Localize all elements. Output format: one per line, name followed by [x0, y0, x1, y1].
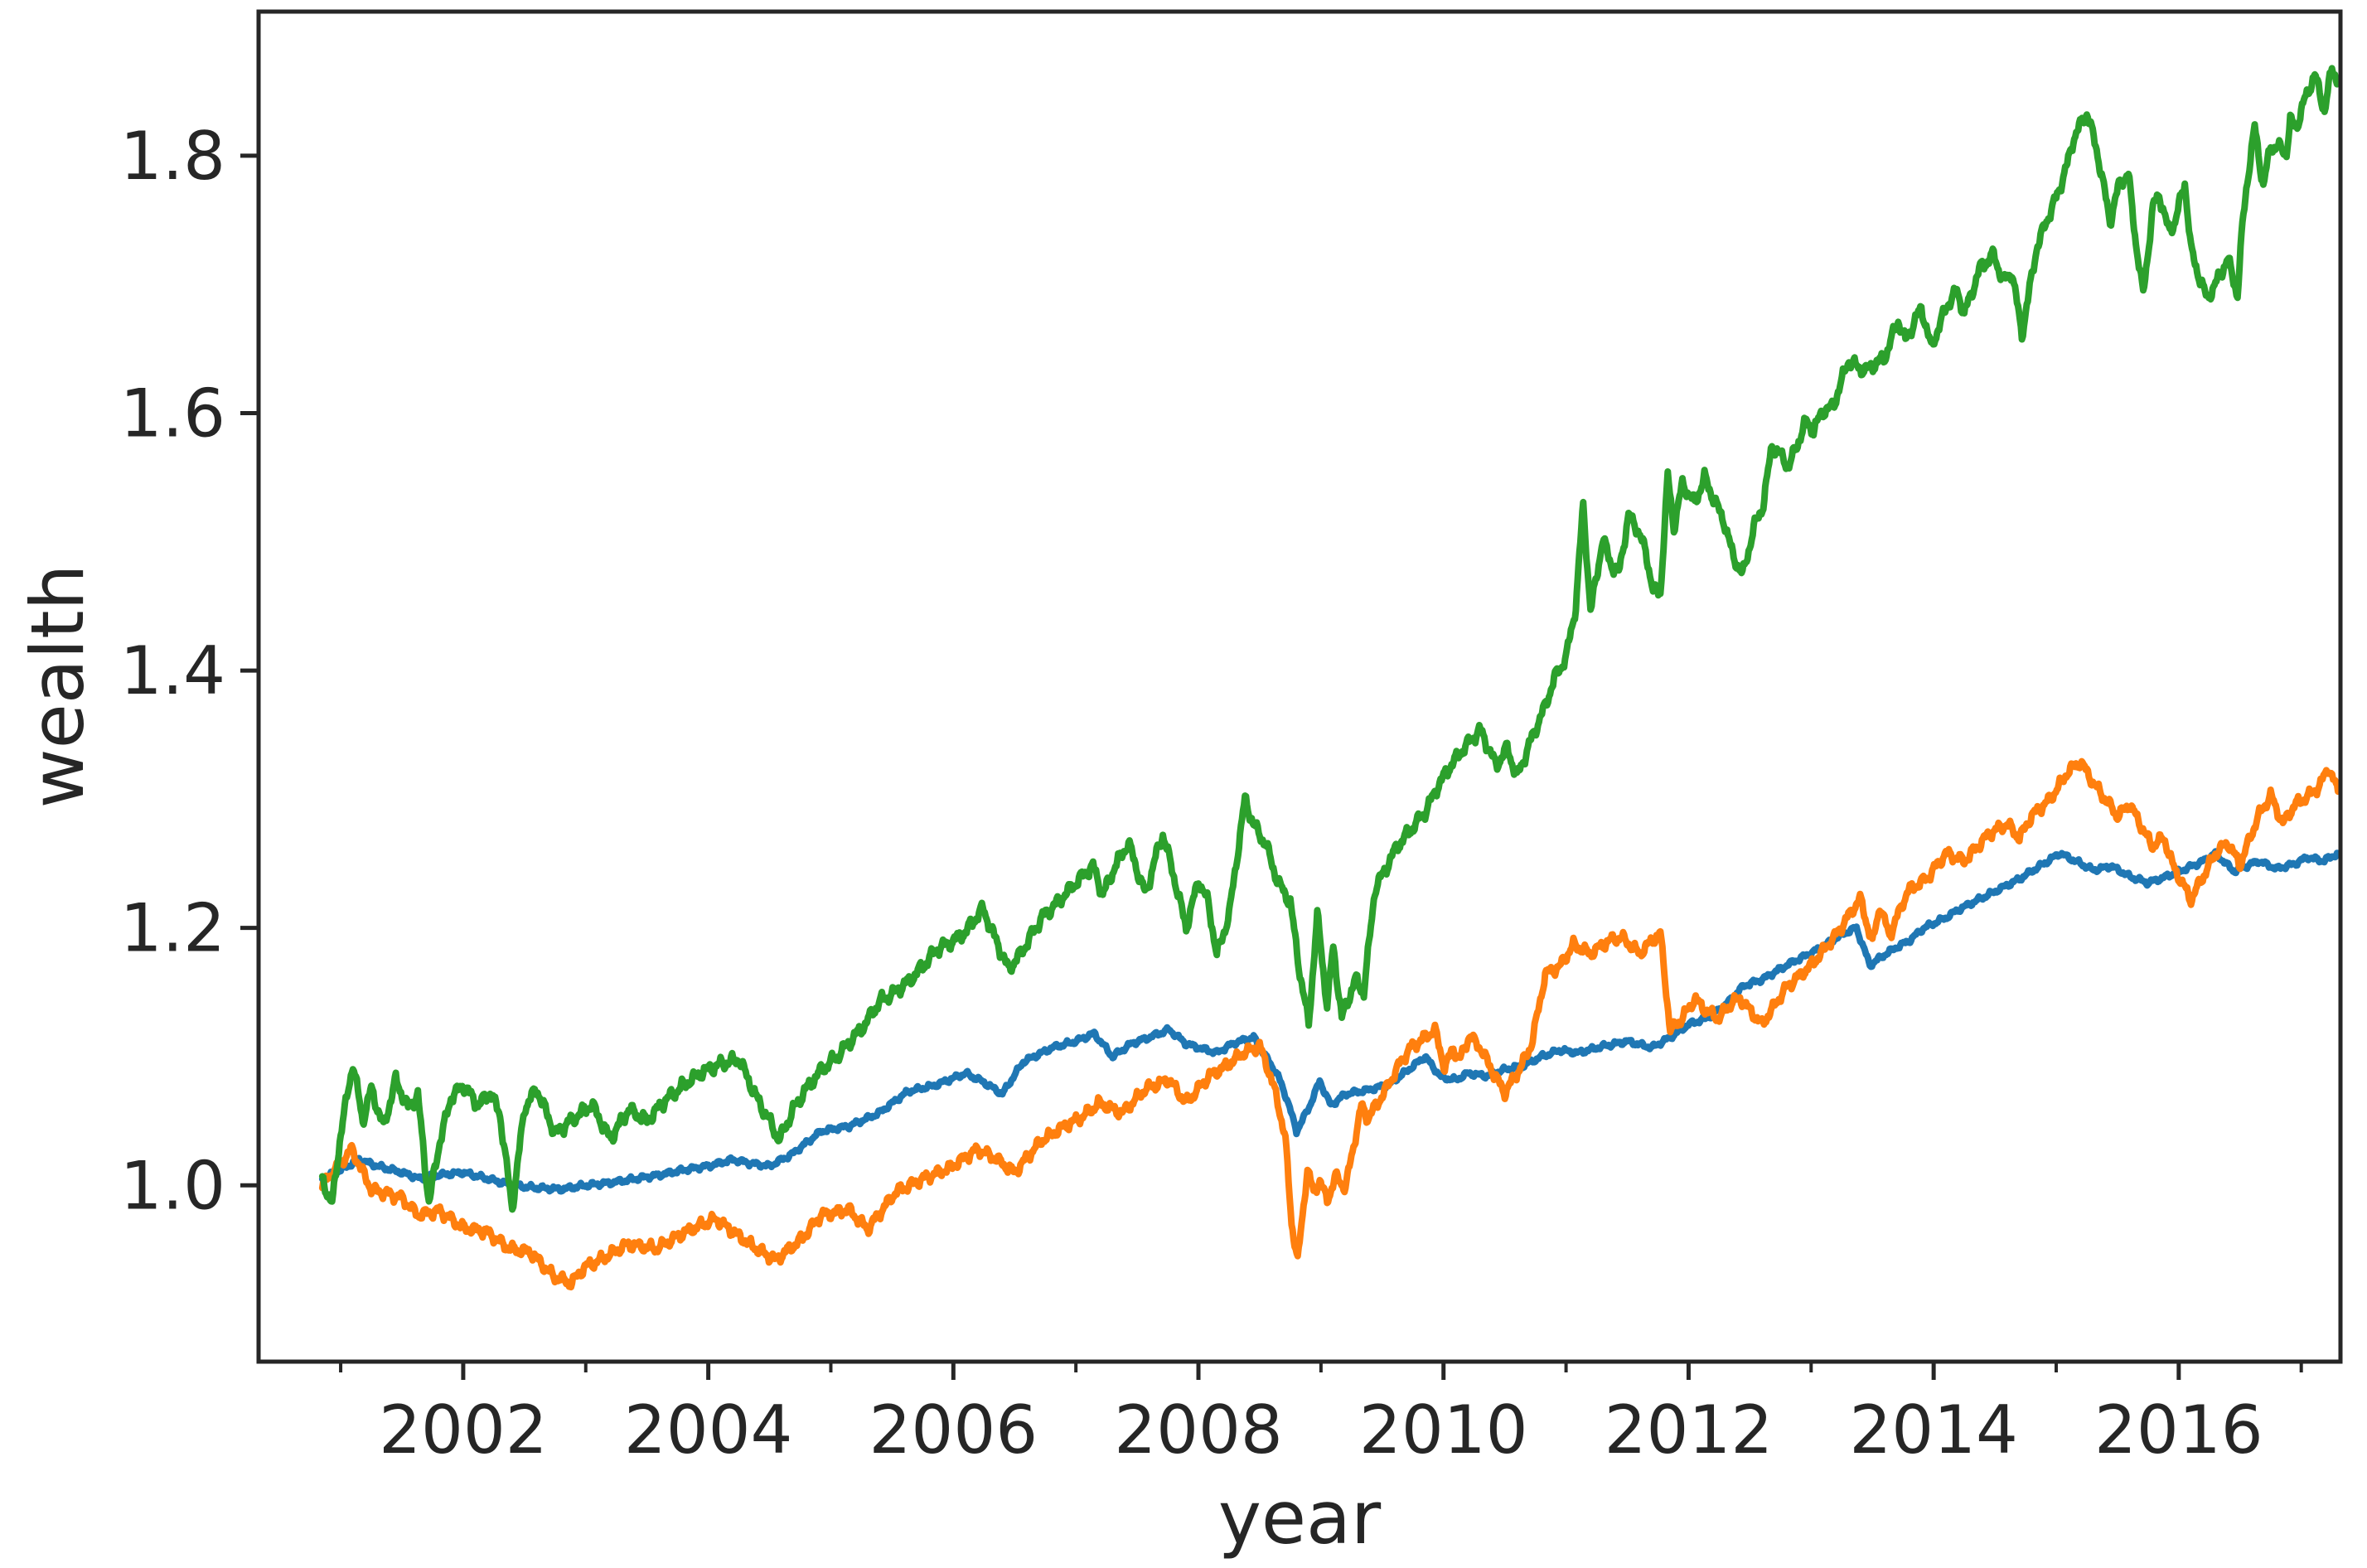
x-tick-label: 2014 — [1849, 1391, 2018, 1469]
x-tick-label: 2010 — [1359, 1391, 1528, 1469]
y-tick-label: 1.8 — [120, 118, 225, 195]
plot-border — [256, 9, 2343, 1364]
x-tick-label: 2004 — [624, 1391, 793, 1469]
y-tick-label: 1.2 — [120, 890, 225, 967]
series-blue-line — [318, 848, 2340, 1195]
axes-spines — [256, 9, 2343, 1364]
series-green-line — [318, 65, 2340, 1213]
x-tick-label: 2008 — [1114, 1391, 1283, 1469]
x-tick-label: 2006 — [869, 1391, 1038, 1469]
x-axis-label: year — [1218, 1475, 1382, 1561]
y-tick-label: 1.0 — [120, 1147, 225, 1224]
y-axis-label: wealth — [15, 564, 100, 809]
y-tick-label: 1.6 — [120, 375, 225, 452]
series-orange-line — [318, 757, 2340, 1291]
plot-series — [318, 65, 2340, 1291]
x-tick-label: 2012 — [1605, 1391, 1774, 1469]
y-tick-label: 1.4 — [120, 632, 225, 709]
x-tick-label: 2016 — [2094, 1391, 2263, 1469]
x-tick-label: 2002 — [379, 1391, 548, 1469]
axis-ticks: 2002 2004 2006 2008 2010 2012 2014 2016 1.0 1.2 1.… — [120, 118, 2303, 1469]
